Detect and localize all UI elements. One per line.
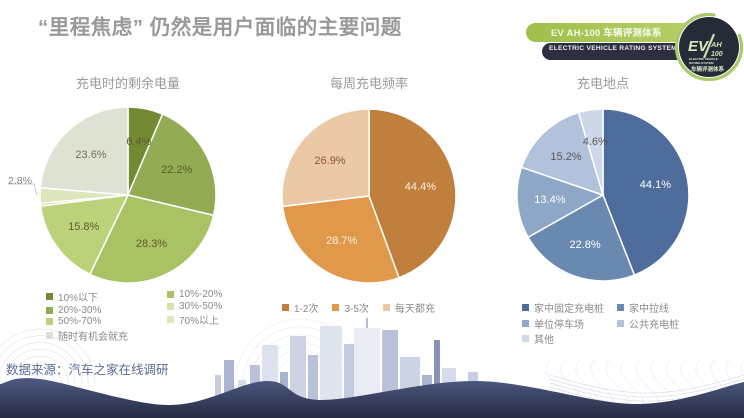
- svg-text:车辆评测体系: 车辆评测体系: [691, 65, 725, 73]
- svg-text:AH: AH: [710, 40, 722, 49]
- svg-text:RATING SYSTEM: RATING SYSTEM: [689, 61, 714, 65]
